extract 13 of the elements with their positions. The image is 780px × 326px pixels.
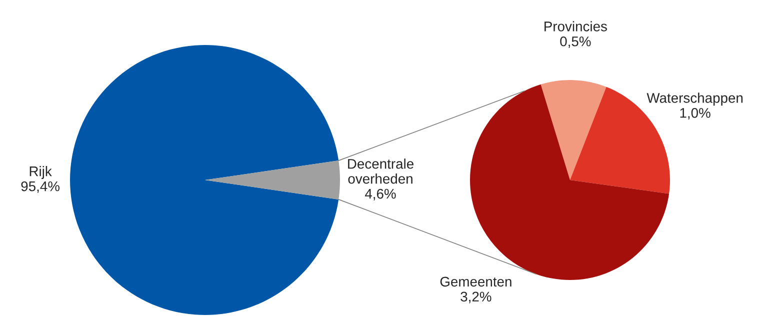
pie-slice [205, 160, 340, 200]
pie-slice [540, 80, 606, 180]
data-label: 0,5% [560, 36, 591, 48]
data-label: 95,4% [21, 181, 60, 193]
slice-label: Decentrale overheden [348, 158, 414, 184]
data-label: 3,2% [460, 292, 492, 304]
slice-label: Waterschappen [646, 92, 743, 106]
data-label: 1,0% [680, 108, 710, 120]
slice-label: Rijk [30, 166, 52, 179]
data-label: 4,6% [364, 188, 396, 200]
slice-label: Gemeenten [440, 276, 512, 287]
pie-slice [70, 45, 339, 315]
slice-label: Provincies [544, 21, 607, 32]
